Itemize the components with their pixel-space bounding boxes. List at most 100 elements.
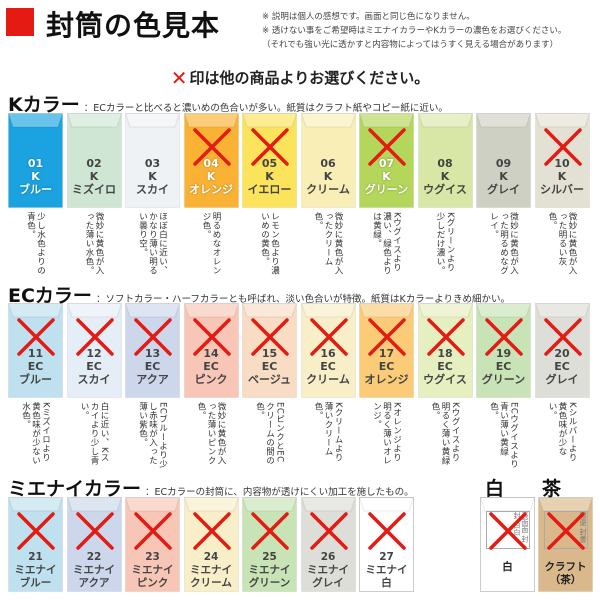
envelope-18: 18 EC ウグイス xyxy=(417,303,473,398)
page-title: 封筒の色見本 xyxy=(46,9,221,42)
color-description: Kウグイスより濃い、緑色よりは黄緑。 xyxy=(359,212,414,280)
envelope-label: 18 EC ウグイス xyxy=(418,347,473,386)
x-mark-icon xyxy=(251,318,289,356)
envelope-label: 白 xyxy=(381,577,392,589)
envelope-num: 16 xyxy=(320,347,336,360)
envelope-label: 21 ミエナイ ブルー xyxy=(8,551,63,590)
envelope-line2: K xyxy=(89,170,99,183)
header-notes: ※ 説明は個人の感想です。画面と同じ色になりません。 ※ 透けない事をご希望時は… xyxy=(262,10,566,52)
envelope-line2: ミエナイ xyxy=(190,564,232,576)
envelope-line2: K xyxy=(382,170,391,183)
section-k-header: Kカラー ：ECカラーと比べると濃いめの色合いが多い。紙質はクラフト紙やコピー紙に… xyxy=(8,90,448,117)
k-description-row: 少し水色よりの青色。 微妙に黄色が入った薄い水色。 ほぼ白に近い、かなり薄い明るい曇… xyxy=(8,212,590,280)
x-mark-icon xyxy=(134,318,172,356)
envelope-num: 18 xyxy=(437,347,453,360)
envelope-20: 20 EC グレイ xyxy=(534,303,590,398)
color-description: 微妙に黄色が入った明るい灰色。 xyxy=(535,212,590,280)
envelope-label: クリーム xyxy=(190,577,232,589)
envelope-line2: K xyxy=(557,170,567,183)
x-mark-icon xyxy=(426,318,465,356)
color-description: 微妙に黄色が入ったクリーム色。 xyxy=(301,212,356,280)
envelope-num: 06 xyxy=(320,157,336,170)
envelope-label: シルバー xyxy=(540,183,584,196)
x-mark-icon: ✕ xyxy=(170,66,188,90)
color-description-text: ECウグイスより青い薄い黄緑色。 xyxy=(488,402,519,469)
mie-envelope-row: 21 ミエナイ ブルー 22 ミエナイ アクア 23 ミエナイ ピンク 24 ミエナイ クリーム 25 ミ… xyxy=(8,497,414,592)
envelope-08: 08 K ウグイス xyxy=(417,113,473,208)
envelope-label: 12 EC スカイ xyxy=(67,347,122,386)
envelope-line2: K xyxy=(31,170,40,183)
color-description-text: 微妙に黄色が入ったクリーム色。 xyxy=(313,212,343,275)
note-2: ※ 透けない事をご希望時はミエナイカラーやKカラーの濃色をお選びください。 xyxy=(262,26,567,36)
section-ec-title: ECカラー xyxy=(8,285,92,307)
envelope-num: 24 xyxy=(203,551,219,563)
envelope-label: クラフト（茶） xyxy=(544,561,587,586)
color-description: 少し水色よりの青色。 xyxy=(8,212,63,280)
envelope-label: グレイ xyxy=(312,577,344,589)
color-description-text: 微妙に黄色が入った明るい灰色。 xyxy=(547,212,577,275)
envelope-body xyxy=(417,113,473,208)
envelope-04: 04 K オレンジ xyxy=(183,113,239,208)
envelope-num: 04 xyxy=(203,157,219,170)
color-description-text: 白に近い、Kスカイより少し青い。 xyxy=(79,402,109,465)
envelope-label: 24 ミエナイ クリーム xyxy=(184,551,239,590)
x-mark-icon xyxy=(75,512,114,550)
color-description-text: ECピンクとECクリームの間の色。 xyxy=(254,402,285,465)
x-mark-icon xyxy=(192,512,231,550)
envelope-num: 09 xyxy=(495,157,512,170)
x-mark-icon xyxy=(368,512,406,550)
envelope-14: 14 EC ピンク xyxy=(183,303,239,398)
color-description: Kオレンジより明るく薄いオレンジ。 xyxy=(359,402,414,470)
section-ec-desc: ：ソフトカラー・ハーフカラーとも呼ばれ、淡い色合いが特徴。紙質はKカラーよりきめ… xyxy=(95,294,511,305)
envelope-label: ウグイス xyxy=(423,183,467,196)
envelope-num: 17 xyxy=(378,347,395,360)
envelope-num: 22 xyxy=(86,551,102,563)
envelope-num: 03 xyxy=(144,157,161,170)
envelope-label: アクア xyxy=(136,373,169,386)
color-description-text: Kクリームより薄いクリーム色。 xyxy=(313,402,343,463)
color-description-text: 微妙に黄色が入った明るめなグレイ。 xyxy=(488,212,519,275)
envelope-num: 01 xyxy=(27,157,44,170)
color-description: Kミズイロより黄色味が少ない水色。 xyxy=(8,402,63,470)
envelope-label: 25 ミエナイ グリーン xyxy=(242,551,297,590)
color-description-text: 少し水色よりの青色。 xyxy=(25,212,46,275)
x-mark-icon xyxy=(192,128,231,166)
envelope-label: 27 ミエナイ白 xyxy=(359,551,414,590)
envelope-num: 27 xyxy=(379,551,394,563)
x-mark-icon xyxy=(485,318,523,356)
x-mark-icon xyxy=(17,512,55,550)
color-description: Kクリームより薄いクリーム色。 xyxy=(301,402,356,470)
envelope-13: 13 EC アクア xyxy=(125,303,180,398)
envelope-label: 13 EC アクア xyxy=(125,347,180,386)
selection-notice-text: 印は他の商品よりお選びください。 xyxy=(189,69,430,87)
envelope-label: 10 K シルバー xyxy=(535,157,590,196)
envelope-label: クリーム xyxy=(306,183,350,196)
envelope-line2: EC xyxy=(495,360,512,373)
envelope-15: 15 EC ベージュ xyxy=(242,303,297,398)
envelope-body xyxy=(476,113,531,208)
envelope-num: 05 xyxy=(261,157,278,170)
envelope-label: グレイ xyxy=(545,373,579,386)
envelope-10: 10 K シルバー xyxy=(534,113,590,208)
color-description-text: Kシルバーより黄色味が少ない。 xyxy=(547,402,577,463)
envelope-line2: EC xyxy=(27,360,44,373)
envelope-num: 21 xyxy=(28,551,43,563)
color-description: ECウグイスより青い薄い黄緑色。 xyxy=(476,402,531,470)
envelope-line2: K xyxy=(323,170,333,183)
envelope-label: 09 K グレイ xyxy=(476,157,531,196)
envelope-line2: K xyxy=(265,170,274,183)
envelope-09: 09 K グレイ xyxy=(476,113,531,208)
envelope-21: 21 ミエナイ ブルー xyxy=(8,497,63,592)
envelope-label: クリーム xyxy=(306,373,350,386)
header-red-square xyxy=(6,8,34,36)
envelope-label: 08 K ウグイス xyxy=(418,157,473,196)
envelope-label: グリーン xyxy=(248,577,291,589)
envelope-line2: K xyxy=(499,170,508,183)
x-mark-icon xyxy=(543,318,582,356)
envelope-27: 27 ミエナイ白 xyxy=(359,497,414,592)
color-description-text: ほぼ白に近い、かなり薄い明るい曇り空。 xyxy=(137,212,168,275)
envelope-num: 02 xyxy=(86,157,102,170)
envelope-17: 17 EC オレンジ xyxy=(359,303,414,398)
envelope-label: アクア xyxy=(78,577,110,589)
envelope-line2: ミエナイ xyxy=(73,564,115,576)
